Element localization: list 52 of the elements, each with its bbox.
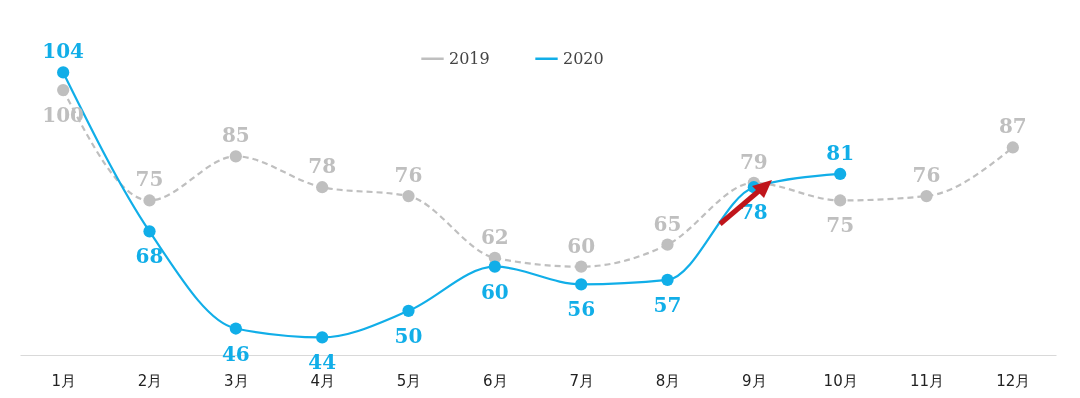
x-tick-label: 7月 — [569, 371, 594, 390]
point — [57, 83, 70, 97]
data-label: 68 — [135, 244, 164, 269]
point — [143, 194, 156, 207]
x-tick-label: 3月 — [224, 371, 249, 390]
data-label: 76 — [912, 163, 941, 188]
data-label: 78 — [308, 154, 337, 179]
data-label: 57 — [653, 292, 682, 317]
point — [316, 181, 329, 194]
data-label: 85 — [221, 123, 250, 148]
data-label: 56 — [567, 297, 596, 322]
data-label: 81 — [826, 140, 855, 165]
data-label: 60 — [480, 279, 509, 304]
point — [229, 322, 242, 335]
point — [575, 260, 588, 273]
point — [143, 225, 156, 238]
x-tick-label: 6月 — [483, 371, 508, 390]
x-tick-label: 10月 — [823, 371, 858, 390]
data-label: 50 — [394, 323, 423, 348]
point — [661, 238, 674, 251]
point — [402, 189, 415, 203]
x-tick-label: 8月 — [655, 371, 681, 390]
x-tick-label: 9月 — [742, 371, 767, 390]
point — [402, 304, 415, 317]
x-tick-label: 11月 — [909, 371, 945, 390]
data-label: 65 — [653, 211, 682, 236]
data-label: 104 — [42, 39, 85, 64]
data-label: 46 — [221, 341, 250, 366]
point — [316, 331, 329, 344]
data-label: 60 — [567, 233, 596, 258]
point — [834, 167, 847, 181]
data-label: 75 — [826, 213, 855, 238]
point — [57, 66, 70, 79]
point — [488, 260, 501, 273]
point — [920, 189, 933, 203]
point — [575, 278, 588, 291]
data-label: 79 — [739, 149, 768, 174]
point — [834, 194, 847, 207]
data-label: 100 — [42, 103, 85, 128]
legend-label: 2019 — [449, 48, 490, 68]
point — [1006, 141, 1019, 154]
point — [229, 150, 242, 163]
x-tick-label: 5月 — [396, 371, 422, 390]
x-tick-label: 2月 — [137, 371, 163, 390]
data-label: 62 — [480, 224, 509, 249]
legend-label: 2020 — [563, 48, 604, 68]
data-label: 87 — [998, 114, 1027, 139]
x-tick-label: 12月 — [996, 371, 1031, 390]
point — [661, 273, 674, 287]
data-label: 75 — [135, 167, 164, 192]
data-label: 76 — [394, 163, 423, 188]
x-tick-label: 1月 — [51, 371, 76, 390]
